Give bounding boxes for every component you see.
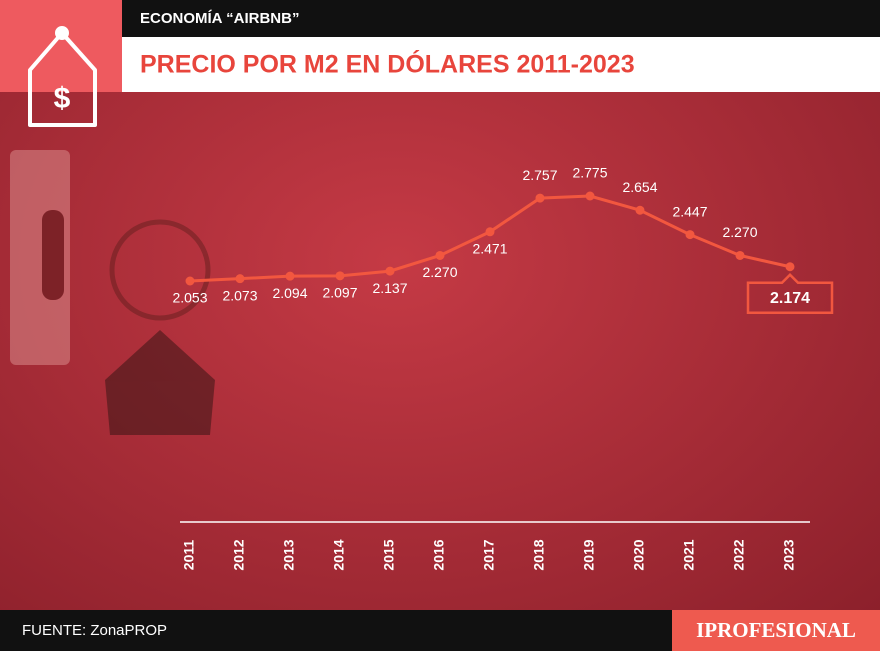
x-tick-label: 2021: [681, 539, 697, 570]
x-tick-label: 2019: [581, 539, 597, 570]
title-band: [122, 37, 880, 92]
logo-box: [0, 0, 122, 92]
point: [485, 227, 495, 237]
point: [335, 271, 345, 281]
point: [385, 266, 395, 276]
point: [285, 271, 295, 281]
point: [435, 250, 445, 260]
value-label: 2.073: [222, 287, 257, 303]
x-tick-label: 2018: [531, 539, 547, 570]
x-tick-label: 2022: [731, 539, 747, 570]
x-tick-label: 2015: [381, 539, 397, 570]
x-tick-label: 2011: [181, 540, 197, 571]
chart-title: PRECIO POR M2 EN DÓLARES 2011-2023: [140, 49, 635, 79]
value-label: 2.137: [372, 280, 407, 296]
door-decoration: [10, 150, 215, 435]
x-tick-label: 2016: [431, 539, 447, 570]
value-label: 2.053: [172, 290, 207, 306]
value-label: 2.270: [722, 224, 757, 240]
x-tick-label: 2012: [231, 539, 247, 570]
point: [185, 276, 195, 286]
brand: IPROFESIONAL: [696, 618, 856, 642]
x-tick-label: 2014: [331, 539, 347, 570]
value-label: 2.654: [622, 179, 657, 195]
value-label: 2.471: [472, 240, 507, 256]
x-tick-label: 2023: [781, 539, 797, 570]
point: [635, 205, 645, 215]
value-label: 2.757: [522, 167, 557, 183]
x-tick-label: 2017: [481, 539, 497, 570]
point: [585, 191, 595, 201]
source: FUENTE: ZonaPROP: [22, 622, 167, 639]
x-tick-label: 2020: [631, 539, 647, 570]
point: [735, 250, 745, 260]
highlight-box: [746, 272, 834, 315]
airbnb-tag-icon: $: [28, 26, 97, 127]
value-label: 2.094: [272, 285, 307, 301]
value-label: 2.270: [422, 264, 457, 280]
value-label: 2.775: [572, 165, 607, 181]
value-label: 2.174: [770, 290, 810, 307]
point: [235, 274, 245, 284]
point: [785, 262, 795, 272]
x-tick-label: 2013: [281, 539, 297, 570]
section-label: ECONOMÍA “AIRBNB”: [140, 10, 299, 27]
point: [535, 193, 545, 203]
brand-box: [672, 610, 880, 651]
svg-text:$: $: [54, 82, 71, 115]
top-band: [0, 0, 880, 37]
point: [685, 230, 695, 240]
value-label: 2.097: [322, 285, 357, 301]
value-label: 2.447: [672, 203, 707, 219]
